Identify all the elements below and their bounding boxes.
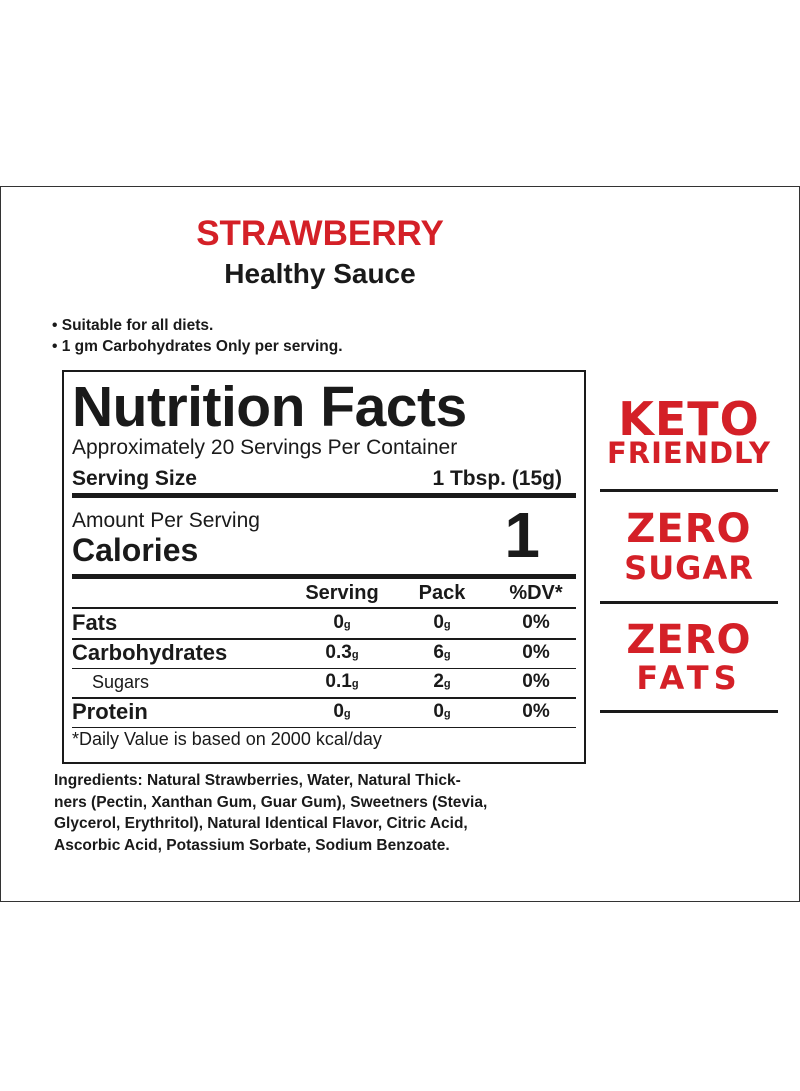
serving-size: 1 Tbsp. (15g) xyxy=(432,467,562,490)
servings: Approximately 20 Servings Per Container xyxy=(72,436,458,459)
ingredients-line: ners (Pectin, Xanthan Gum, Guar Gum), Sw… xyxy=(54,793,488,811)
badge-text: FRIENDLY xyxy=(606,436,772,470)
amount: 0.3 xyxy=(325,641,352,663)
divider xyxy=(72,697,576,699)
unit: g xyxy=(351,648,359,661)
nutrient-serving: 0g xyxy=(297,612,387,634)
bullet: • 1 gm Carbohydrates Only per serving. xyxy=(52,338,343,355)
unit: g xyxy=(343,707,351,720)
unit: g xyxy=(443,648,451,661)
column-header: Pack xyxy=(418,582,466,604)
divider xyxy=(72,607,576,609)
unit: g xyxy=(351,678,359,690)
nutrient-name: Carbohydrates xyxy=(72,639,228,665)
nutrition-box: Nutrition Facts Approximately 20 Serving… xyxy=(62,370,586,764)
nutrient-pack: 0g xyxy=(397,612,487,634)
nutrient-dv: 0% xyxy=(522,641,550,663)
product-title: STRAWBERRY xyxy=(196,214,444,253)
amount: 2 xyxy=(433,671,444,692)
calories-value: 1 xyxy=(504,499,540,571)
footnote: *Daily Value is based on 2000 kcal/day xyxy=(72,729,382,749)
amount: 0 xyxy=(433,612,444,633)
amount: 0 xyxy=(433,700,444,722)
divider xyxy=(72,574,576,579)
nutrient-name: Fats xyxy=(72,610,118,635)
nutrient-name: Sugars xyxy=(92,672,150,692)
nutrient-name: Protein xyxy=(72,698,148,724)
divider xyxy=(72,726,576,728)
amount: 0.1 xyxy=(325,671,352,692)
badge-text: FATS xyxy=(636,659,742,697)
nutrient-pack: 2g xyxy=(397,671,487,693)
amount: 0 xyxy=(333,612,344,633)
unit: g xyxy=(343,619,351,631)
column-header: Serving xyxy=(305,582,379,604)
nutrient-serving: 0.1g xyxy=(297,671,387,693)
nutrient-dv: 0% xyxy=(522,612,550,633)
divider xyxy=(72,493,576,498)
serving-size-label: Serving Size xyxy=(72,467,197,490)
nutrient-serving: 0.3g xyxy=(297,642,387,664)
badge-text: ZERO xyxy=(626,617,752,663)
nutrition-title: Nutrition Facts xyxy=(72,375,467,439)
column-header: %DV* xyxy=(509,582,563,604)
ingredients-line: Glycerol, Erythritol), Natural Identical… xyxy=(54,815,468,832)
amount: 0 xyxy=(333,700,344,722)
nutrient-pack: 0g xyxy=(397,701,487,723)
nutrient-dv: 0% xyxy=(522,700,550,722)
nutrient-serving: 0g xyxy=(297,701,387,723)
badge-text: SUGAR xyxy=(624,549,754,587)
rule xyxy=(600,489,778,492)
badge-text: ZERO xyxy=(626,506,752,552)
unit: g xyxy=(443,619,451,631)
calories-label: Calories xyxy=(72,532,199,568)
ingredients-line: Ascorbic Acid, Potassium Sorbate, Sodium… xyxy=(54,836,450,854)
nutrient-dv: 0% xyxy=(522,671,550,692)
rule xyxy=(600,710,778,713)
unit: g xyxy=(443,678,451,690)
divider xyxy=(72,638,576,640)
amount: 6 xyxy=(433,641,444,663)
nutrient-pack: 6g xyxy=(397,642,487,664)
amount-label: Amount Per Serving xyxy=(72,509,260,532)
unit: g xyxy=(443,707,451,720)
bullet: • Suitable for all diets. xyxy=(52,317,214,334)
ingredients-line: Ingredients: Natural Strawberries, Water… xyxy=(54,772,461,789)
product-subtitle: Healthy Sauce xyxy=(224,258,416,289)
rule xyxy=(600,601,778,604)
divider xyxy=(72,667,576,669)
badge-text: KETO xyxy=(618,392,760,446)
